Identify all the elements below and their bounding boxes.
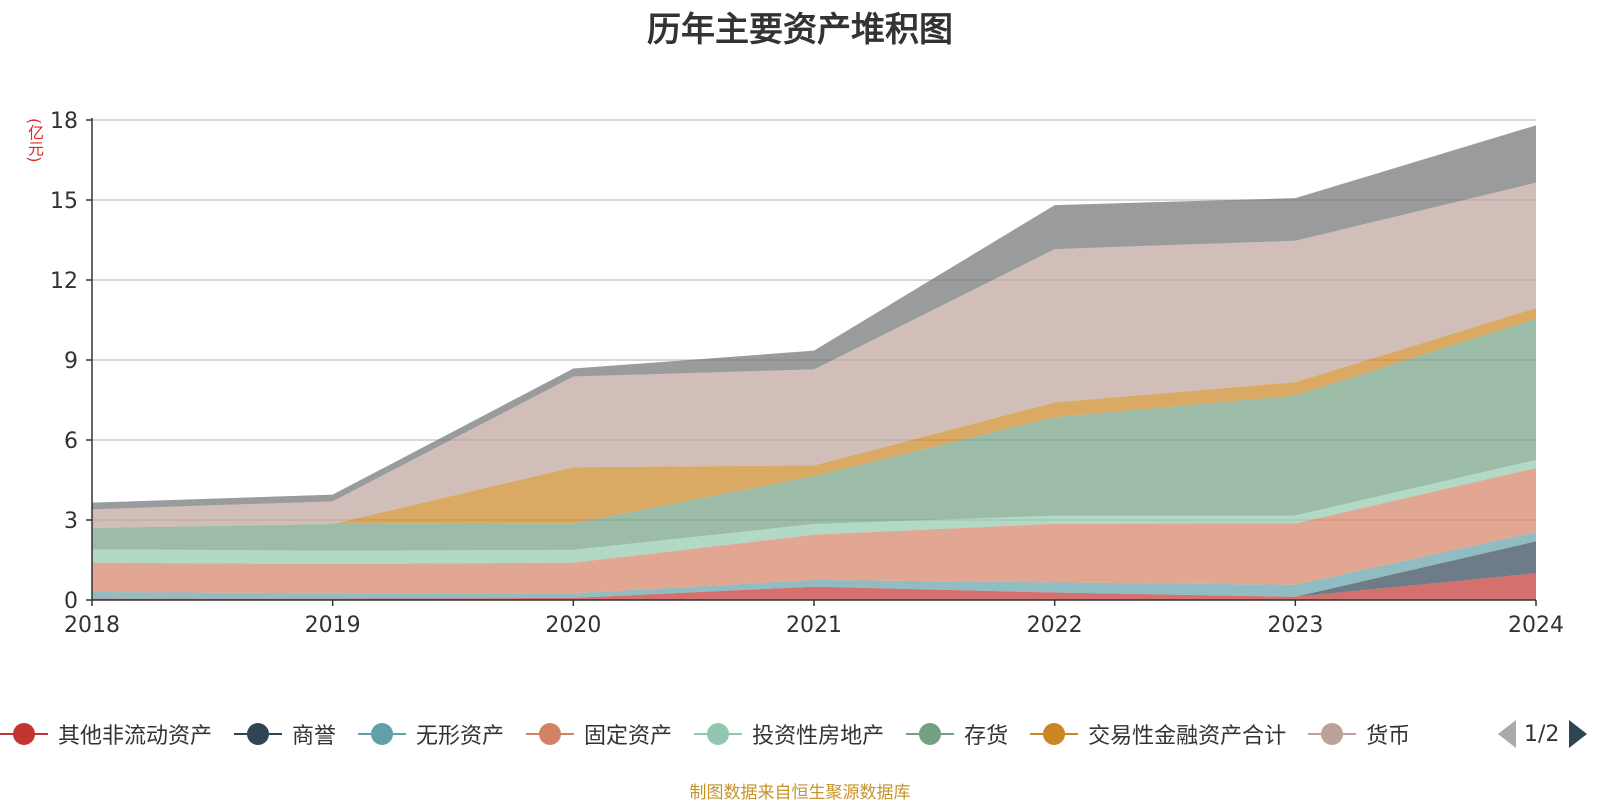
legend-marker-icon <box>0 722 48 746</box>
y-tick-label-0: 0 <box>64 589 78 614</box>
x-tick-label-1: 2019 <box>305 613 361 638</box>
legend-pager: 1/2 <box>1498 716 1600 752</box>
legend-label: 无形资产 <box>416 724 505 749</box>
legend-marker-icon <box>1030 722 1079 746</box>
legend-prev-page-icon[interactable] <box>1498 720 1516 748</box>
legend-label: 其他非流动资产 <box>58 724 213 749</box>
legend-next-page-icon[interactable] <box>1569 720 1588 748</box>
y-tick-label-1: 3 <box>64 509 78 534</box>
legend-item-1[interactable]: 商誉 <box>234 712 336 756</box>
area-series-0 <box>92 573 1536 600</box>
legend-label: 存货 <box>964 724 1009 749</box>
legend-marker-icon <box>358 722 407 746</box>
y-tick-label-3: 9 <box>64 349 78 374</box>
legend-item-6[interactable]: 交易性金融资产合计 <box>1030 712 1286 756</box>
x-tick-label-4: 2022 <box>1027 613 1083 638</box>
x-tick-label-6: 2024 <box>1508 613 1564 638</box>
data-source-note: 制图数据来自恒生聚源数据库 <box>689 783 911 803</box>
legend-item-5[interactable]: 存货 <box>906 712 1008 756</box>
legend-marker-icon <box>694 722 743 746</box>
legend-item-7[interactable]: 货币 <box>1308 712 1410 756</box>
area-series-8 <box>92 125 1536 510</box>
x-tick-label-5: 2023 <box>1267 613 1323 638</box>
legend-label: 投资性房地产 <box>752 724 885 749</box>
chart-title: 历年主要资产堆积图 <box>647 10 953 50</box>
y-axis-unit-label: (亿元) <box>25 118 44 163</box>
legend-label: 固定资产 <box>584 724 673 749</box>
x-tick-label-0: 2018 <box>64 613 120 638</box>
legend-label: 交易性金融资产合计 <box>1088 724 1287 749</box>
legend-item-0[interactable]: 其他非流动资产 <box>0 712 212 756</box>
legend-marker-icon <box>1308 722 1357 746</box>
area-series-7 <box>92 182 1536 528</box>
legend-page-indicator: 1/2 <box>1524 721 1560 747</box>
area-series-4 <box>92 460 1536 564</box>
chart-legend: 其他非流动资产 商誉 无形资产 固定资产 投资性房地产 存货 交易性金融资产合计 货币 <box>0 712 1480 756</box>
area-series-2 <box>92 532 1536 599</box>
y-tick-label-4: 12 <box>50 269 78 294</box>
legend-item-2[interactable]: 无形资产 <box>358 712 504 756</box>
legend-marker-icon <box>526 722 575 746</box>
y-tick-label-2: 6 <box>64 429 78 454</box>
y-tick-label-5: 15 <box>50 189 78 214</box>
legend-item-3[interactable]: 固定资产 <box>526 712 672 756</box>
legend-label: 商誉 <box>292 724 337 749</box>
area-series-5 <box>92 318 1536 551</box>
legend-item-4[interactable]: 投资性房地产 <box>694 712 884 756</box>
y-tick-label-6: 18 <box>50 109 78 134</box>
area-chart: 0 3 6 9 12 15 18 2018 2019 2020 2021 2022 2023 2024 <box>50 109 1564 638</box>
legend-label: 货币 <box>1366 724 1411 749</box>
area-series-3 <box>92 468 1536 594</box>
x-tick-label-3: 2021 <box>786 613 842 638</box>
x-tick-label-2: 2020 <box>545 613 601 638</box>
legend-marker-icon <box>906 722 955 746</box>
legend-marker-icon <box>234 722 283 746</box>
